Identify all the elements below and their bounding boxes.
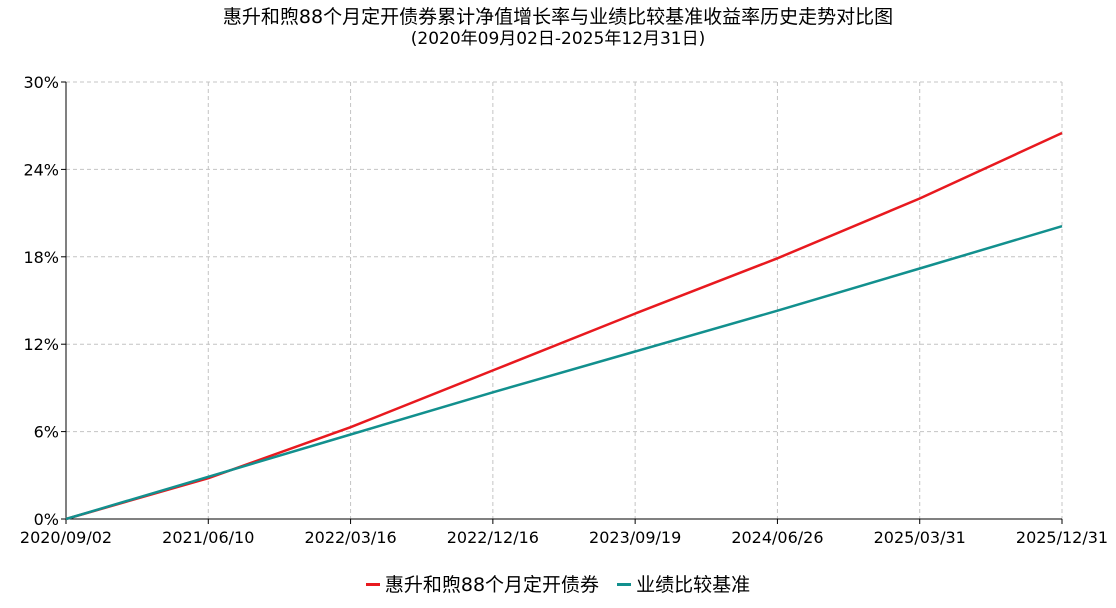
legend-label-benchmark: 业绩比较基准 <box>636 573 751 596</box>
y-tick-label: 24% <box>23 160 59 179</box>
legend: 惠升和煦88个月定开债券 业绩比较基准 <box>0 568 1116 597</box>
chart-subtitle: (2020年09月02日-2025年12月31日) <box>410 29 706 49</box>
y-tick-label: 6% <box>34 423 59 442</box>
y-tick-label: 18% <box>23 248 59 267</box>
x-tick-label: 2021/06/10 <box>162 528 254 547</box>
x-tick-label: 2023/09/19 <box>589 528 681 547</box>
legend-label-fund: 惠升和煦88个月定开债券 <box>384 573 600 596</box>
series-line-benchmark <box>65 225 1063 521</box>
chart-title: 惠升和煦88个月定开债券累计净值增长率与业绩比较基准收益率历史走势对比图 <box>222 6 894 28</box>
x-tick-label: 2022/03/16 <box>304 528 396 547</box>
legend-item-fund: 惠升和煦88个月定开债券 <box>365 573 600 597</box>
series-line-fund <box>65 131 1063 521</box>
y-tick-label: 12% <box>23 335 59 354</box>
y-tick-label: 30% <box>23 73 59 92</box>
x-tick-label: 2024/06/26 <box>731 528 823 547</box>
x-tick-label: 2020/09/02 <box>20 528 112 547</box>
legend-swatch-fund <box>365 583 380 586</box>
y-tick-label: 0% <box>34 510 59 529</box>
x-tick-label: 2025/12/31 <box>1016 528 1108 547</box>
legend-item-benchmark: 业绩比较基准 <box>617 573 750 597</box>
legend-swatch-benchmark <box>617 583 632 586</box>
x-tick-label: 2025/03/31 <box>874 528 966 547</box>
x-tick-label: 2022/12/16 <box>447 528 539 547</box>
